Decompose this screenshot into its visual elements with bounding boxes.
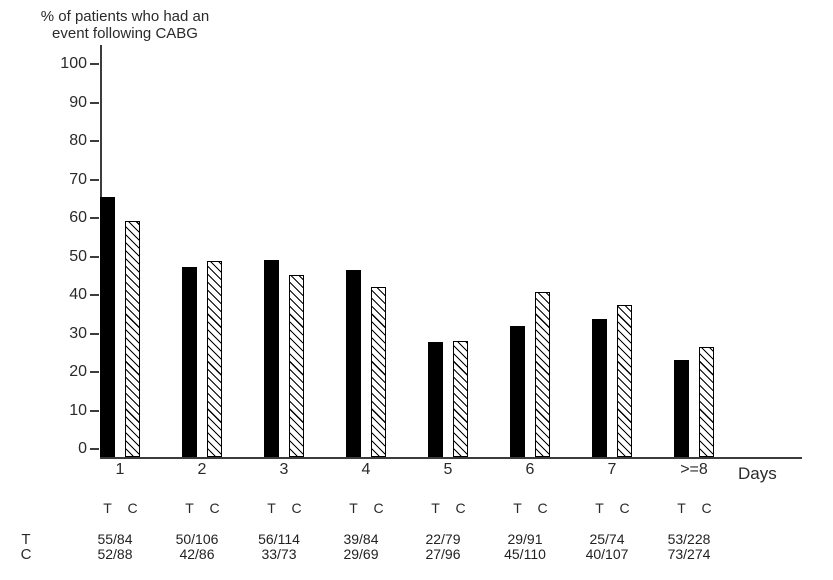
y-tick-label-90: 90 (69, 93, 87, 111)
table-cell-C-day-2: 42/86 (179, 546, 215, 562)
y-tick-40 (90, 294, 99, 296)
table-cell-C-day-3: 33/73 (261, 546, 297, 562)
chart-title: % of patients who had an event following… (30, 8, 220, 42)
x-tick-label-1: 1 (115, 461, 125, 478)
bar-control-day-5 (453, 341, 468, 457)
pair-label-t-day-7: T (595, 500, 604, 516)
bar-treatment-day-3 (264, 260, 279, 457)
pair-label-c-day->=8: C (701, 500, 712, 516)
y-tick-20 (90, 371, 99, 373)
pair-label-t-day-6: T (513, 500, 522, 516)
bar-treatment-day-5 (428, 342, 443, 457)
pair-label-t-day-4: T (349, 500, 358, 516)
table-cell-C-day-4: 29/69 (343, 546, 379, 562)
table-cell-T-day-2: 50/106 (175, 531, 219, 547)
pair-label-c-day-1: C (127, 500, 138, 516)
pair-label-c-day-4: C (373, 500, 384, 516)
bar-treatment-day-6 (510, 326, 525, 457)
pair-label-t-day->=8: T (677, 500, 686, 516)
y-tick-60 (90, 217, 99, 219)
table-cell-T-day-4: 39/84 (343, 531, 379, 547)
chart-title-line2: event following CABG (52, 25, 198, 42)
y-tick-label-50: 50 (69, 247, 87, 265)
pair-label-c-day-6: C (537, 500, 548, 516)
y-tick-30 (90, 332, 99, 335)
y-tick-10 (90, 409, 99, 412)
bar-control-day-2 (207, 261, 222, 457)
y-tick-label-100: 100 (60, 55, 87, 72)
bar-treatment-day-7 (592, 319, 607, 457)
pair-label-t-day-2: T (185, 500, 194, 516)
y-tick-label-20: 20 (69, 363, 87, 380)
x-tick-label-4: 4 (361, 461, 371, 478)
x-tick-label->=8: >=8 (680, 461, 708, 478)
y-tick-label-30: 30 (69, 324, 87, 342)
pair-label-c-day-5: C (455, 500, 466, 516)
table-cell-C-day->=8: 73/274 (667, 546, 711, 562)
pair-label-c-day-3: C (291, 500, 302, 516)
x-tick-label-6: 6 (525, 461, 535, 478)
bar-control-day-6 (535, 292, 550, 457)
table-cell-C-day-7: 40/107 (585, 546, 629, 562)
y-tick-80 (90, 140, 99, 142)
bar-control-day->=8 (699, 347, 714, 457)
table-cell-C-day-1: 52/88 (97, 546, 133, 562)
x-axis-line (100, 457, 802, 459)
table-cell-C-day-5: 27/96 (425, 546, 461, 562)
y-tick-label-70: 70 (69, 170, 87, 188)
y-tick-label-0: 0 (78, 440, 87, 457)
pair-label-t-day-3: T (267, 500, 276, 516)
pair-label-c-day-7: C (619, 500, 630, 516)
table-cell-T-day-6: 29/91 (507, 531, 543, 547)
pair-label-t-day-1: T (103, 500, 112, 516)
bar-treatment-day-2 (182, 267, 197, 457)
pair-label-t-day-5: T (431, 500, 440, 516)
y-tick-label-10: 10 (69, 401, 87, 419)
bar-treatment-day-4 (346, 270, 361, 457)
bar-control-day-4 (371, 287, 386, 457)
x-tick-label-7: 7 (607, 461, 617, 478)
y-tick-90 (90, 101, 99, 104)
bar-control-day-7 (617, 305, 632, 457)
pair-label-c-day-2: C (209, 500, 220, 516)
table-cell-T-day-5: 22/79 (425, 531, 461, 547)
bar-control-day-1 (125, 221, 140, 457)
table-row-label-C: C (20, 546, 32, 563)
table-cell-T-day-3: 56/114 (258, 531, 300, 547)
table-cell-T-day-1: 55/84 (97, 531, 133, 547)
table-row-label-T: T (21, 531, 31, 548)
y-tick-0 (90, 448, 99, 450)
bar-control-day-3 (289, 275, 304, 457)
table-cell-T-day-7: 25/74 (589, 531, 625, 547)
chart-title-line1: % of patients who had an (40, 8, 210, 25)
x-tick-label-2: 2 (197, 461, 207, 478)
bar-treatment-day->=8 (674, 360, 689, 457)
bar-treatment-day-1 (100, 197, 115, 457)
y-tick-label-80: 80 (69, 132, 87, 149)
y-tick-70 (90, 178, 99, 181)
y-tick-50 (90, 255, 99, 258)
x-tick-label-5: 5 (443, 461, 453, 478)
y-tick-label-40: 40 (69, 286, 87, 303)
table-cell-T-day->=8: 53/228 (667, 531, 711, 547)
x-tick-label-3: 3 (279, 461, 289, 478)
table-cell-C-day-6: 45/110 (504, 546, 546, 562)
x-axis-title: Days (738, 464, 777, 483)
y-tick-label-60: 60 (69, 209, 87, 226)
y-tick-100 (90, 63, 99, 65)
